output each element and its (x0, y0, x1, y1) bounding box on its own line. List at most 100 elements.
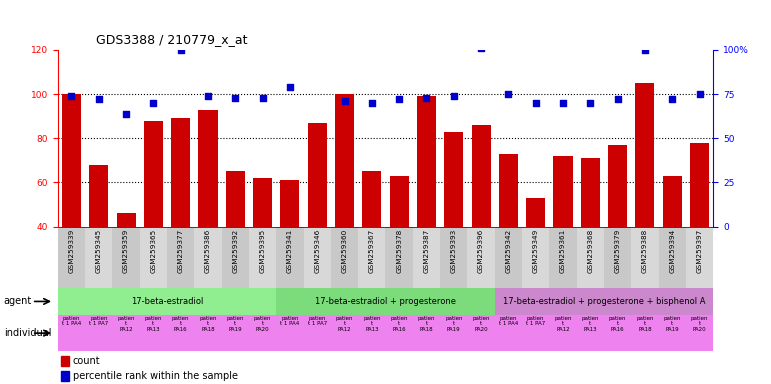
Text: patien
t
PA12: patien t PA12 (336, 316, 353, 332)
Point (229, 94, 241, 101)
Bar (581, 158, 600, 227)
Text: count: count (73, 356, 100, 366)
Bar (359, 315, 386, 351)
Bar (58, 315, 85, 351)
Bar (440, 227, 467, 288)
Text: GSM259367: GSM259367 (369, 228, 375, 273)
Text: patien
t
PA18: patien t PA18 (636, 316, 654, 332)
Bar (631, 315, 658, 351)
Bar (554, 156, 573, 227)
Bar (467, 315, 495, 351)
Bar (58, 227, 85, 288)
Point (365, 100, 378, 106)
Bar (249, 227, 276, 288)
Bar (58, 288, 276, 315)
Text: GSM259386: GSM259386 (205, 228, 211, 273)
Bar (389, 176, 409, 227)
Bar (62, 371, 69, 381)
Text: GSM259387: GSM259387 (423, 228, 429, 273)
Bar (522, 227, 549, 288)
Text: GSM259377: GSM259377 (177, 228, 183, 273)
Bar (276, 315, 304, 351)
Bar (549, 315, 577, 351)
Bar (522, 315, 549, 351)
Bar (85, 315, 113, 351)
Text: patien
t
PA16: patien t PA16 (390, 316, 408, 332)
Text: patien
t 1 PA7: patien t 1 PA7 (89, 316, 109, 326)
Text: patien
t
PA13: patien t PA13 (363, 316, 381, 332)
Bar (662, 176, 682, 227)
Bar (304, 227, 331, 288)
Bar (577, 227, 604, 288)
Bar (440, 315, 467, 351)
Text: patien
t
PA13: patien t PA13 (581, 316, 599, 332)
Bar (526, 198, 545, 227)
Text: GSM259360: GSM259360 (342, 228, 348, 273)
Point (66, 93, 78, 99)
Text: patien
t
PA16: patien t PA16 (172, 316, 190, 332)
Text: patien
t
PA19: patien t PA19 (664, 316, 681, 332)
Text: GSM259361: GSM259361 (560, 228, 566, 273)
Text: patien
t 1 PA4: patien t 1 PA4 (62, 316, 81, 326)
Point (338, 98, 351, 104)
Text: patien
t 1 PA7: patien t 1 PA7 (308, 316, 327, 326)
Text: patien
t
PA12: patien t PA12 (554, 316, 572, 332)
Bar (281, 180, 299, 227)
Text: GSM259395: GSM259395 (260, 228, 266, 273)
Point (93, 96, 105, 103)
Text: GSM259393: GSM259393 (451, 228, 456, 273)
Text: patien
t
PA19: patien t PA19 (445, 316, 463, 332)
Bar (113, 315, 140, 351)
Bar (549, 227, 577, 288)
Text: patien
t
PA20: patien t PA20 (254, 316, 271, 332)
Text: patien
t
PA16: patien t PA16 (609, 316, 626, 332)
Bar (495, 288, 713, 315)
Bar (276, 227, 304, 288)
Bar (412, 227, 440, 288)
Point (666, 96, 678, 103)
Text: GSM259379: GSM259379 (614, 228, 621, 273)
Bar (113, 227, 140, 288)
Bar (140, 315, 167, 351)
Bar (335, 94, 354, 227)
Text: 17-beta-estradiol + progesterone + bisphenol A: 17-beta-estradiol + progesterone + bisph… (503, 297, 705, 306)
Text: patien
t
PA18: patien t PA18 (418, 316, 435, 332)
Text: GSM259341: GSM259341 (287, 228, 293, 273)
Point (584, 100, 597, 106)
Text: GSM259365: GSM259365 (150, 228, 157, 273)
Bar (686, 315, 713, 351)
Text: patien
t
PA20: patien t PA20 (473, 316, 490, 332)
Text: GSM259346: GSM259346 (315, 228, 320, 273)
Bar (85, 227, 113, 288)
Bar (359, 227, 386, 288)
Text: GSM259397: GSM259397 (696, 228, 702, 273)
Text: GSM259342: GSM259342 (505, 228, 511, 273)
Bar (89, 165, 109, 227)
Text: GSM259339: GSM259339 (69, 228, 75, 273)
Bar (304, 315, 331, 351)
Point (147, 100, 160, 106)
Point (530, 100, 542, 106)
Bar (194, 227, 222, 288)
Text: agent: agent (4, 296, 32, 306)
Bar (62, 94, 81, 227)
Point (448, 93, 460, 99)
Bar (221, 227, 249, 288)
Bar (308, 123, 327, 227)
Bar (144, 121, 163, 227)
Bar (140, 227, 167, 288)
Bar (412, 315, 440, 351)
Bar (253, 178, 272, 227)
Point (638, 47, 651, 53)
Point (202, 93, 214, 99)
Bar (198, 109, 217, 227)
Point (611, 96, 624, 103)
Text: GSM259388: GSM259388 (642, 228, 648, 273)
Text: patien
t
PA18: patien t PA18 (199, 316, 217, 332)
Bar (604, 315, 631, 351)
Bar (495, 227, 522, 288)
Bar (331, 227, 359, 288)
Text: individual: individual (4, 328, 52, 338)
Point (174, 47, 187, 53)
Bar (171, 118, 190, 227)
